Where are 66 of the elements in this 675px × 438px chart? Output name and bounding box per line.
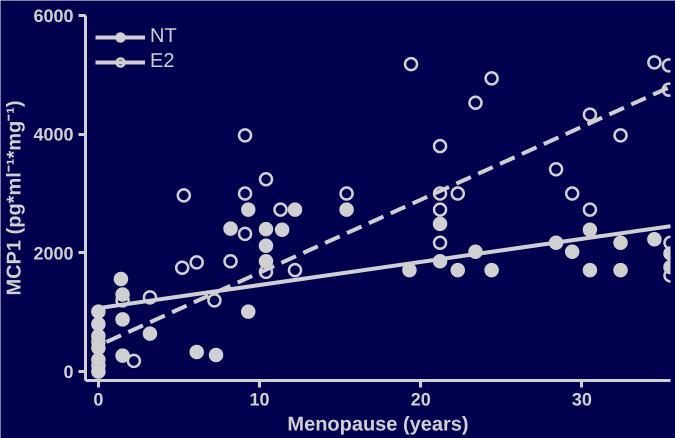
point <box>273 202 288 217</box>
point <box>115 348 130 363</box>
point <box>241 304 256 319</box>
point <box>432 138 448 154</box>
point <box>258 238 274 254</box>
point <box>238 226 252 242</box>
point <box>339 202 354 217</box>
point <box>404 56 418 72</box>
point <box>432 186 448 201</box>
point <box>582 202 598 217</box>
point <box>189 255 204 270</box>
point <box>142 326 158 341</box>
point <box>402 262 417 278</box>
point <box>582 107 598 122</box>
y-axis-title: MCP1 (pg*ml⁻¹*mg⁻¹) <box>3 100 26 296</box>
point <box>258 264 274 280</box>
y-tick-label: 4000 <box>33 124 74 145</box>
point <box>223 254 238 268</box>
point <box>238 186 252 201</box>
point <box>207 293 222 308</box>
x-tick-label: 0 <box>93 390 104 410</box>
point <box>613 236 628 250</box>
y-tick-label: 2000 <box>33 243 74 264</box>
point <box>564 186 580 201</box>
point <box>450 186 466 201</box>
point <box>174 260 190 275</box>
point <box>274 222 290 237</box>
point <box>484 262 499 278</box>
point <box>238 128 252 143</box>
point <box>613 262 628 278</box>
point <box>450 262 466 278</box>
point <box>548 162 564 176</box>
point <box>582 262 598 278</box>
point <box>432 216 448 232</box>
point <box>468 96 483 110</box>
point <box>432 236 448 250</box>
point <box>208 348 224 362</box>
x-tick-label: 10 <box>250 390 270 410</box>
point <box>142 290 158 305</box>
legend-label: NT <box>150 25 177 48</box>
point <box>647 232 662 246</box>
point <box>115 312 130 327</box>
point <box>432 202 448 217</box>
point <box>339 186 354 201</box>
point <box>189 344 204 360</box>
point <box>258 222 274 236</box>
point <box>647 55 662 70</box>
y-tick-label: 6000 <box>33 6 74 26</box>
y-tick-label: 0 <box>63 362 74 382</box>
x-tick-label: 30 <box>572 390 592 410</box>
point <box>288 262 302 278</box>
point <box>484 71 499 86</box>
x-tick-label: 20 <box>410 390 431 410</box>
point <box>126 354 142 368</box>
point <box>241 202 256 217</box>
point <box>564 244 580 259</box>
point <box>176 188 192 203</box>
legend-label: E2 <box>150 50 174 73</box>
x-axis-title: Menopause (years) <box>287 414 469 436</box>
point <box>258 172 274 187</box>
point <box>91 316 106 332</box>
point <box>613 128 628 143</box>
point <box>223 221 238 236</box>
point <box>582 222 598 237</box>
point <box>114 272 128 286</box>
point <box>288 202 302 217</box>
